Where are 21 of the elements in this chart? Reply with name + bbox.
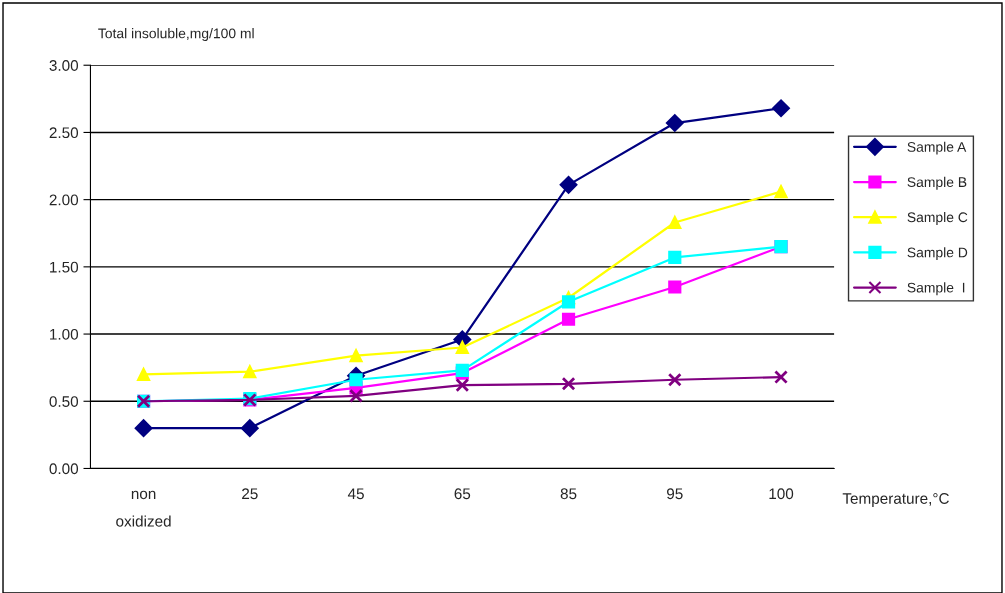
y-tick-label: 2.50 xyxy=(49,127,79,139)
legend-label: Sample C xyxy=(907,211,968,225)
legend-label: Sample B xyxy=(907,176,967,190)
y-tick-label: 2.00 xyxy=(49,194,79,206)
y-axis-title: Total insoluble,mg/100 ml xyxy=(98,28,254,42)
y-tick-label: 3.00 xyxy=(49,60,79,71)
y-tick-label: 1.50 xyxy=(50,261,79,273)
x-tick-label: 95 xyxy=(667,488,683,500)
y-tick-label: 0.50 xyxy=(49,396,79,407)
x-tick-label: non oxidized xyxy=(116,490,171,527)
x-tick-label: 25 xyxy=(242,488,258,500)
x-tick-label: 45 xyxy=(347,488,364,500)
x-axis-title: Temperature,°C xyxy=(842,493,949,507)
x-tick-label: 100 xyxy=(769,488,794,500)
y-tick-label: 0.00 xyxy=(49,463,79,475)
x-tick-label: 65 xyxy=(454,488,471,500)
legend-label: Sample D xyxy=(907,247,968,261)
legend-label: Sample I xyxy=(907,282,965,296)
y-tick-label: 1.00 xyxy=(50,328,79,340)
legend-label: Sample A xyxy=(907,141,967,155)
x-tick-label: 85 xyxy=(560,488,577,500)
